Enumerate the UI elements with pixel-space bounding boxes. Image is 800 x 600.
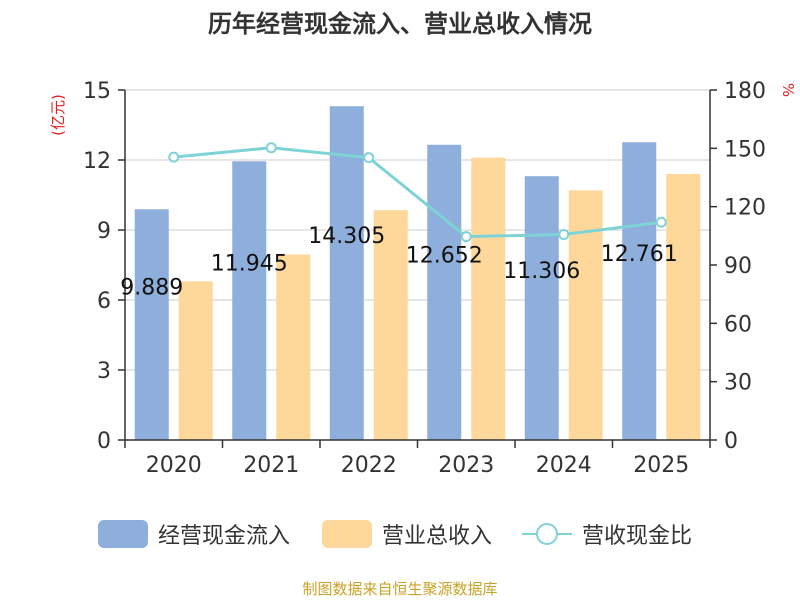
y-left-tick-label: 9 (97, 219, 111, 244)
x-tick-label: 2023 (438, 453, 494, 478)
x-tick-label: 2021 (243, 453, 299, 478)
data-label-cash-inflow: 14.305 (308, 224, 385, 249)
y-left-tick-label: 0 (97, 429, 111, 454)
data-label-cash-inflow: 12.652 (406, 243, 483, 268)
chart-title: 历年经营现金流入、营业总收入情况 (208, 10, 592, 38)
legend-label-cash-inflow: 经营现金流入 (158, 524, 291, 549)
y-left-tick-label: 6 (97, 289, 111, 314)
data-label-cash-inflow: 11.306 (503, 259, 580, 284)
line-ratio-point (265, 142, 277, 154)
legend-item-revenue[interactable]: 营业总收入 (322, 514, 492, 554)
x-tick-label: 2020 (146, 453, 202, 478)
line-ratio-point (558, 228, 570, 240)
y-right-tick-label: 90 (724, 254, 752, 279)
y-right-axis-label: % (779, 83, 797, 97)
legend-swatch-cash-inflow (98, 520, 148, 548)
data-label-cash-inflow: 12.761 (601, 242, 678, 267)
y-left-tick-label: 12 (83, 149, 111, 174)
bar-cash-inflow (329, 106, 364, 440)
bar-cash-inflow (427, 144, 462, 440)
y-left-tick-label: 3 (97, 359, 111, 384)
x-tick-label: 2024 (536, 453, 592, 478)
y-right-tick-label: 30 (724, 371, 752, 396)
y-right-tick-label: 150 (724, 137, 766, 162)
x-tick-label: 2022 (341, 453, 397, 478)
bar-revenue (178, 281, 213, 440)
legend-item-cash-inflow[interactable]: 经营现金流入 (98, 514, 290, 554)
line-ratio (173, 146, 662, 239)
bar-revenue (666, 174, 701, 440)
bar-cash-inflow (524, 176, 559, 440)
legend: 经营现金流入 营业总收入 营收现金比 (0, 514, 800, 554)
line-ratio-point (655, 216, 667, 228)
line-ratio-point (363, 152, 375, 164)
legend-line-ratio (522, 520, 572, 548)
y-left-tick-label: 15 (83, 79, 111, 104)
bar-revenue (568, 190, 603, 440)
legend-label-ratio: 营收现金比 (582, 524, 693, 549)
line-ratio-point (168, 151, 180, 163)
source-note: 制图数据来自恒生聚源数据库 (302, 580, 498, 598)
legend-label-revenue: 营业总收入 (382, 524, 493, 549)
bar-revenue (373, 210, 408, 440)
data-label-cash-inflow: 9.889 (120, 276, 183, 301)
y-left-axis-label: (亿元) (49, 94, 67, 136)
y-right-tick-label: 0 (724, 429, 738, 454)
bar-cash-inflow (134, 209, 169, 440)
data-label-cash-inflow: 11.945 (211, 252, 288, 277)
y-right-tick-label: 120 (724, 196, 766, 221)
bar-cash-inflow (622, 142, 657, 440)
x-tick-label: 2025 (633, 453, 689, 478)
legend-item-ratio[interactable]: 营收现金比 (522, 514, 692, 554)
bar-revenue (471, 157, 506, 440)
bar-cash-inflow (232, 161, 267, 441)
y-right-tick-label: 180 (724, 79, 766, 104)
y-right-tick-label: 60 (724, 312, 752, 337)
line-ratio-point (460, 231, 472, 243)
legend-swatch-revenue (322, 520, 372, 548)
bar-revenue (276, 254, 311, 440)
